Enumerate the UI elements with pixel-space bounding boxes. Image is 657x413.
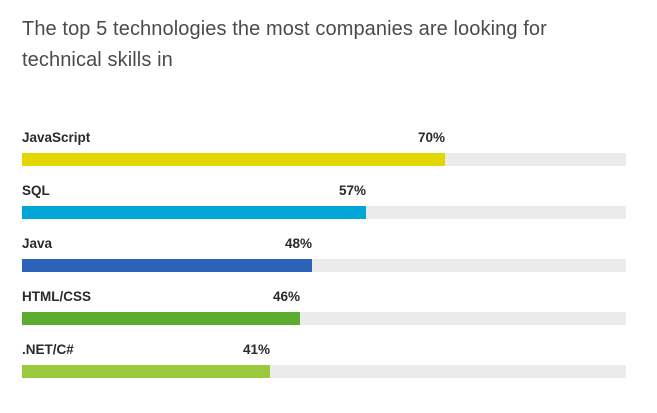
value-label: 46% [272, 289, 300, 304]
value-label: 57% [338, 183, 366, 198]
bar-row: HTML/CSS 46% [22, 289, 626, 333]
bar [22, 206, 366, 219]
bar-track [22, 206, 626, 219]
bar [22, 365, 270, 378]
bar [22, 259, 312, 272]
bar-row: .NET/C# 41% [22, 342, 626, 386]
bar-row: JavaScript 70% [22, 130, 626, 174]
chart-title: The top 5 technologies the most companie… [22, 18, 547, 71]
category-label: SQL [22, 183, 50, 198]
bar-track [22, 312, 626, 325]
value-label: 48% [284, 236, 312, 251]
value-label: 70% [417, 130, 445, 145]
bar-track [22, 153, 626, 166]
category-label: HTML/CSS [22, 289, 91, 304]
bar [22, 153, 445, 166]
category-label: .NET/C# [22, 342, 74, 357]
value-label: 41% [242, 342, 270, 357]
bar-track [22, 365, 626, 378]
bar-row: Java 48% [22, 236, 626, 280]
bar-track [22, 259, 626, 272]
bar [22, 312, 300, 325]
bar-row: SQL 57% [22, 183, 626, 227]
category-label: Java [22, 236, 53, 251]
category-label: JavaScript [22, 130, 91, 145]
